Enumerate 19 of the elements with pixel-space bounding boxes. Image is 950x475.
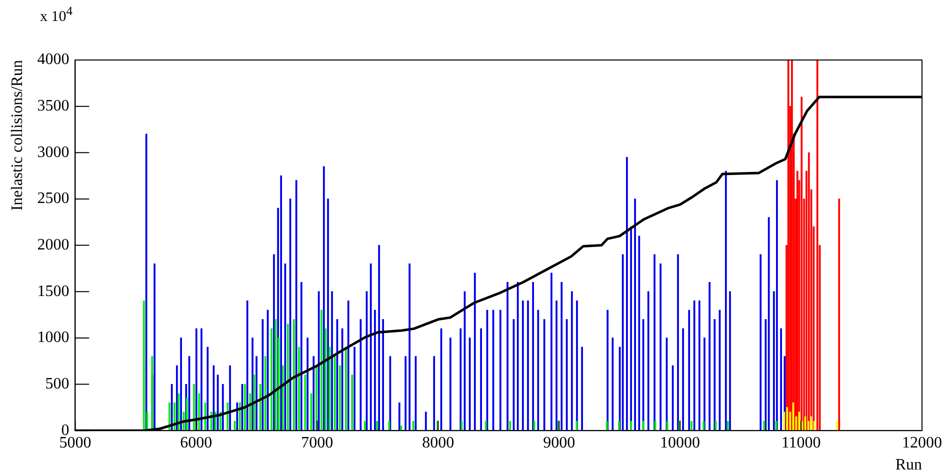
y-tick-label: 500 [45,375,70,392]
x-tick-label: 9000 [543,434,576,452]
x-tick-label: 6000 [180,434,212,452]
x-tick-label: 10000 [660,434,700,452]
y-axis-title: Inelastic collisions/Run [8,60,26,211]
x-tick-label: 8000 [422,434,454,452]
y-tick-label: 2000 [37,236,70,254]
y-tick-label: 1500 [37,282,70,300]
y-tick-label: 2500 [37,190,70,208]
x-tick-label: 7000 [301,434,334,452]
y-tick-label: 4000 [37,51,70,68]
y-tick-label: 3000 [37,144,70,161]
y-tick-label: 3500 [37,98,70,115]
x-tick-label: 12000 [902,434,942,452]
x-tick-label: 5000 [59,434,92,452]
x-axis-title: Run [895,456,922,474]
x-tick-label: 11000 [781,434,821,452]
text: x 10$^{4}$ [40,4,72,26]
y-tick-label: 1000 [37,329,70,346]
